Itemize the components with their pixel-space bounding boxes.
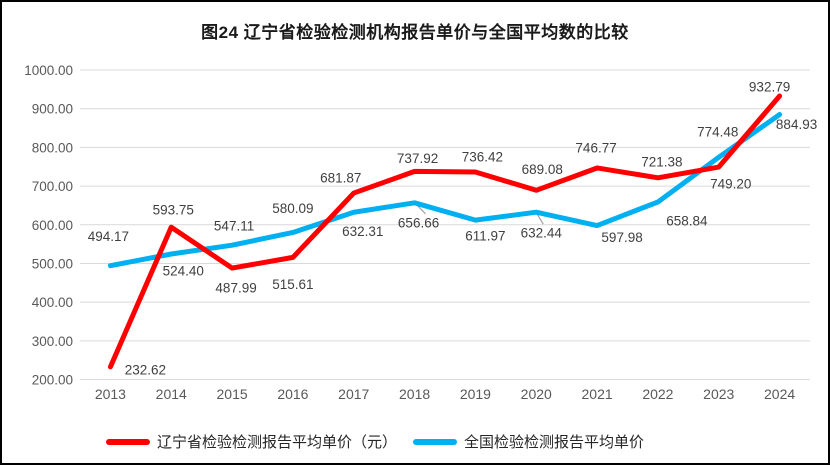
- legend-item-liaoning: 辽宁省检验检测报告平均单价（元）: [105, 431, 397, 452]
- x-axis-tick-label: 2016: [277, 386, 308, 402]
- x-axis-tick-label: 2018: [399, 386, 430, 402]
- y-axis-tick-label: 1000.00: [24, 63, 73, 78]
- data-label: 611.97: [465, 229, 505, 244]
- data-label: 547.11: [214, 219, 254, 234]
- legend-item-national: 全国检验检测报告平均单价: [413, 431, 644, 452]
- data-label: 774.48: [697, 125, 738, 140]
- data-label-leader-line: [536, 213, 544, 225]
- x-axis-tick-label: 2021: [582, 386, 613, 402]
- data-label: 746.77: [575, 140, 616, 155]
- x-axis-tick-label: 2022: [642, 386, 673, 402]
- data-label: 515.61: [272, 277, 313, 292]
- data-label: 658.84: [666, 213, 708, 228]
- data-label: 597.98: [601, 230, 642, 245]
- x-axis-tick-label: 2015: [217, 386, 248, 402]
- data-label: 487.99: [215, 281, 256, 296]
- data-label: 721.38: [641, 154, 682, 169]
- y-axis-tick-label: 400.00: [32, 295, 73, 310]
- x-axis-tick-label: 2017: [338, 386, 369, 402]
- x-axis-tick-label: 2020: [521, 386, 552, 402]
- data-label: 593.75: [153, 203, 194, 218]
- data-label: 736.42: [462, 149, 503, 164]
- x-axis-tick-label: 2014: [156, 386, 187, 402]
- chart-legend: 辽宁省检验检测报告平均单价（元） 全国检验检测报告平均单价: [2, 431, 748, 452]
- y-axis-tick-label: 900.00: [32, 102, 73, 117]
- data-label: 737.92: [397, 151, 438, 166]
- data-label: 580.09: [272, 201, 313, 216]
- y-axis-tick-label: 600.00: [32, 218, 73, 233]
- x-axis-tick-label: 2024: [764, 386, 795, 402]
- y-axis-tick-label: 500.00: [32, 256, 73, 271]
- y-axis-tick-label: 700.00: [32, 179, 73, 194]
- legend-swatch-national-blue-line: [413, 438, 457, 445]
- data-label: 524.40: [163, 263, 204, 278]
- data-label: 494.17: [88, 229, 129, 244]
- y-axis-tick-label: 300.00: [32, 334, 73, 349]
- data-label: 689.08: [522, 162, 563, 177]
- legend-swatch-liaoning-red-line: [105, 438, 150, 445]
- data-label: 632.44: [521, 226, 563, 241]
- x-axis-tick-label: 2013: [95, 386, 126, 402]
- legend-label-national: 全国检验检测报告平均单价: [464, 434, 645, 451]
- y-axis-tick-label: 800.00: [32, 140, 73, 155]
- data-label: 681.87: [320, 171, 361, 186]
- data-label: 749.20: [710, 177, 751, 192]
- data-label: 632.31: [342, 224, 383, 239]
- legend-label-liaoning: 辽宁省检验检测报告平均单价（元）: [156, 434, 397, 451]
- x-axis-tick-label: 2019: [460, 386, 491, 402]
- x-axis-tick-label: 2023: [703, 386, 734, 402]
- data-label: 932.79: [749, 80, 790, 95]
- y-axis-tick-label: 200.00: [32, 373, 73, 388]
- data-label: 656.66: [398, 215, 439, 230]
- data-label: 232.62: [125, 362, 166, 377]
- chart-title: 图24 辽宁省检验检测机构报告单价与全国平均数的比较: [201, 23, 629, 42]
- series-line-liaoning: [107, 93, 783, 370]
- series-line-national: [107, 112, 783, 269]
- data-label: 884.93: [776, 117, 817, 132]
